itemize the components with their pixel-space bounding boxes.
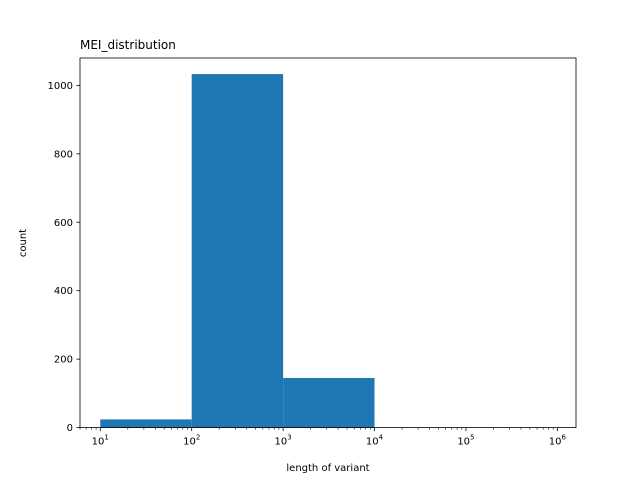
y-tick-label: 200 <box>54 355 73 366</box>
y-tick-label: 600 <box>54 218 73 229</box>
plot-frame <box>79 57 577 429</box>
histogram-bar <box>283 377 375 428</box>
x-tick-label: 102 <box>183 434 200 448</box>
y-tick-label: 800 <box>54 149 73 160</box>
y-axis-ticks: 0 200 400 600 800 1000 <box>48 81 80 434</box>
x-axis-label: length of variant <box>286 463 369 474</box>
chart-title: MEI_distribution <box>80 38 176 52</box>
y-tick-label: 0 <box>67 423 73 434</box>
histogram-bar <box>191 74 284 428</box>
y-tick-label: 400 <box>54 286 73 297</box>
x-tick-label: 101 <box>92 434 109 448</box>
x-tick-label: 104 <box>366 434 384 448</box>
x-axis-ticks: 101 102 103 104 105 106 <box>79 427 567 448</box>
y-tick-label: 1000 <box>48 81 73 92</box>
x-tick-label: 103 <box>275 434 292 448</box>
y-axis-label: count <box>18 229 29 257</box>
x-tick-label: 106 <box>549 434 567 448</box>
histogram-bar <box>100 419 192 428</box>
x-tick-label: 105 <box>457 434 474 448</box>
histogram-bars <box>100 74 375 428</box>
